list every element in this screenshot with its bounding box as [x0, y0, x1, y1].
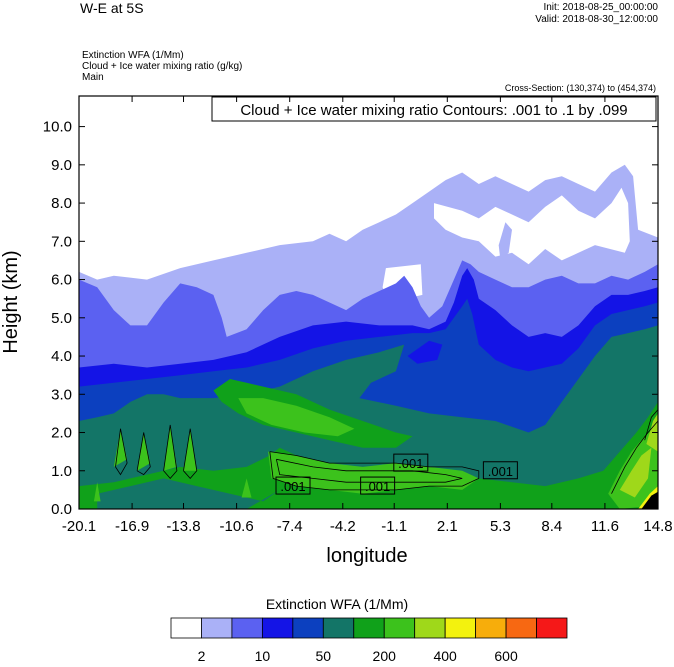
fill-field-label: Extinction WFA (1/Mm)	[82, 50, 184, 61]
y-tick-label-2: 2.0	[51, 425, 72, 442]
colorbar-label-0: 2	[198, 648, 206, 664]
fill-region-19	[163, 424, 177, 471]
x-tick-label-3: -10.6	[220, 518, 254, 535]
chart-title: W-E at 5S	[80, 0, 144, 16]
fill-region-14	[608, 424, 658, 509]
colorbar-label-5: 600	[494, 648, 518, 664]
contour-line-6	[611, 420, 658, 494]
x-tick-label-0: -20.1	[62, 518, 96, 535]
contour-label-0: .001	[275, 476, 311, 495]
y-axis-label: Height (km)	[0, 250, 22, 353]
contour-info-text: Cloud + Ice water mixing ratio Contours:…	[240, 102, 627, 119]
colorbar-label-3: 200	[373, 648, 397, 664]
fill-region-1	[434, 187, 630, 265]
y-tick-label-10: 10.0	[43, 119, 72, 136]
fill-region-7	[407, 340, 443, 364]
plot-frame	[78, 95, 659, 510]
colorbar-label-4: 400	[433, 648, 457, 664]
domain-label: Main	[82, 72, 104, 83]
colorbar-label-2: 50	[316, 648, 332, 664]
colorbar-swatch-4	[292, 617, 324, 639]
y-tick-label-1: 1.0	[51, 463, 72, 480]
fill-region-12	[97, 478, 280, 509]
x-tick-label-9: 8.4	[541, 518, 562, 535]
fill-region-13	[268, 451, 479, 494]
x-tick-label-4: -7.4	[277, 518, 303, 535]
x-tick-label-7: 2.1	[437, 518, 458, 535]
colorbar-swatch-11	[505, 617, 537, 639]
y-tick-label-3: 3.0	[51, 386, 72, 403]
x-tick-label-6: -1.1	[381, 518, 407, 535]
x-axis-label: longitude	[326, 545, 407, 567]
contour-label-2: .001	[393, 453, 429, 472]
fill-region-2	[498, 222, 512, 261]
colorbar-swatch-0	[170, 617, 202, 639]
colorbar-swatch-5	[322, 617, 355, 639]
fill-region-20	[183, 428, 197, 471]
y-tick-label-0: 0.0	[51, 501, 72, 518]
contour-label-text-2: .001	[398, 456, 423, 471]
fill-region-22	[241, 478, 252, 498]
y-tick-label-9: 9.0	[51, 157, 72, 174]
colorbar-swatch-2	[231, 617, 263, 639]
contour-label-1: .001	[360, 476, 396, 495]
fill-region-15	[619, 447, 652, 498]
y-tick-label-8: 8.0	[51, 195, 72, 212]
colorbar-swatch-7	[383, 617, 416, 639]
colorbar-swatch-12	[536, 617, 568, 639]
axis-layer: -20.1 -16.9 -13.8 -10.6 -7.4 -4.2 -1.1 2.1 5.3 8.…	[43, 96, 673, 535]
colorbar-swatch-8	[414, 617, 446, 639]
init-time: Init: 2018-08-25_00:00:00	[543, 2, 658, 13]
x-tick-label-1: -16.9	[115, 518, 149, 535]
cross-section-label: Cross-Section: (130,374) to (454,374)	[504, 83, 656, 93]
contour-label-text-1: .001	[365, 479, 390, 494]
colorbar: 2 10 50 200 400 600	[170, 617, 568, 664]
fill-region-11	[79, 401, 658, 509]
colorbar-title: Extinction WFA (1/Mm)	[265, 596, 409, 612]
fill-region-21	[93, 482, 101, 502]
y-tick-label-4: 4.0	[51, 348, 72, 365]
colorbar-swatch-10	[475, 617, 507, 639]
contour-label-text-3: .001	[488, 464, 513, 479]
contour-label-3: .001	[482, 461, 518, 480]
x-tick-label-8: 5.3	[490, 518, 511, 535]
colorbar-swatch-6	[353, 617, 385, 639]
contour-field-label: Cloud + Ice water mixing ratio (g/kg)	[82, 61, 243, 72]
extinction-fill-layer	[79, 96, 658, 509]
contour-line-2	[115, 428, 128, 476]
x-tick-label-2: -13.8	[166, 518, 200, 535]
colorbar-label-1: 10	[255, 648, 271, 664]
contour-info-box: Cloud + Ice water mixing ratio Contours:…	[211, 96, 657, 122]
colorbar-swatch-3	[261, 617, 294, 639]
x-tick-label-5: -4.2	[330, 518, 356, 535]
colorbar-swatch-1	[201, 617, 233, 639]
fill-region-24	[641, 491, 658, 509]
contour-label-layer: .001 .001 .001 .001	[275, 453, 518, 495]
contour-label-text-0: .001	[280, 479, 305, 494]
fill-region-8	[79, 325, 658, 509]
y-tick-label-5: 5.0	[51, 310, 72, 327]
contour-layer	[115, 409, 658, 494]
contour-line-3	[136, 432, 151, 476]
fill-region-18	[137, 432, 151, 471]
contour-line-5	[183, 428, 198, 480]
contour-line-4	[163, 424, 178, 480]
fill-region-10	[238, 398, 355, 437]
x-tick-label-10: 11.6	[591, 518, 619, 535]
x-tick-label-11: 14.8	[643, 518, 672, 535]
y-tick-label-6: 6.0	[51, 272, 72, 289]
valid-time: Valid: 2018-08-30_12:00:00	[535, 14, 658, 25]
y-tick-label-7: 7.0	[51, 233, 72, 250]
colorbar-swatch-9	[444, 617, 477, 639]
contour-line-0	[269, 451, 480, 491]
contour-line-7	[644, 409, 658, 441]
contour-line-1	[276, 458, 463, 483]
